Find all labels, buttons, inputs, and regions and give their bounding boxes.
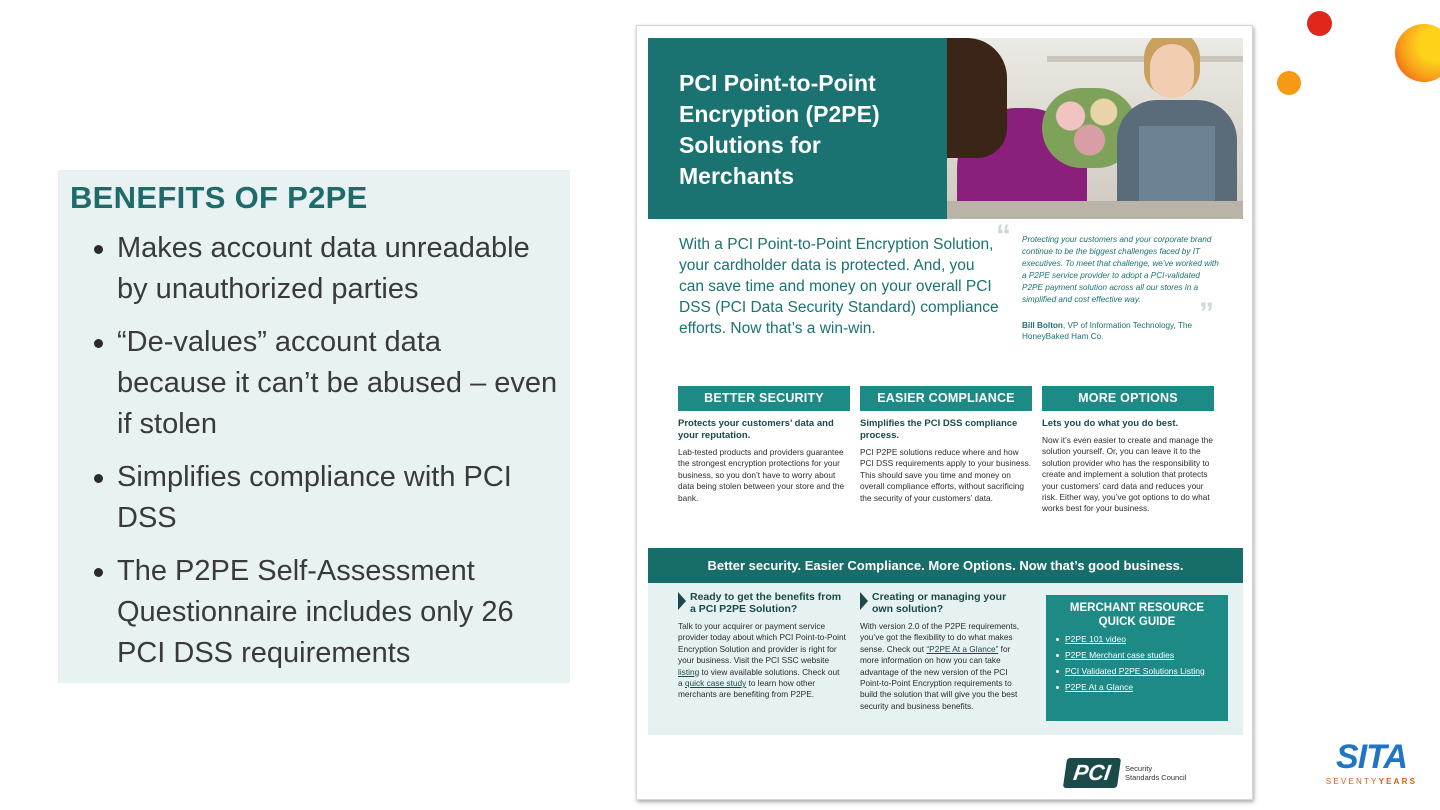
- quote-author-role: , VP of Information Technology, The Hone…: [1022, 321, 1193, 341]
- testimonial-quote: “ Protecting your customers and your cor…: [996, 221, 1222, 342]
- sita-tagline: SEVENTYYEARS: [1324, 777, 1419, 787]
- column-body: PCI P2PE solutions reduce where and how …: [860, 447, 1032, 503]
- flyer-hero: PCI Point-to-Point Encryption (P2PE) Sol…: [648, 38, 1243, 219]
- block-text: to learn how other merchants are benefit…: [678, 678, 815, 700]
- block-body: With version 2.0 of the P2PE requirement…: [860, 621, 1028, 712]
- pci-ssc-logo: PCI Security Standards Council: [1062, 756, 1193, 790]
- at-a-glance-link[interactable]: “P2PE At a Glance”: [926, 643, 999, 654]
- case-study-link[interactable]: quick case study: [684, 678, 747, 689]
- column-body: Lab-tested products and providers guaran…: [678, 447, 845, 503]
- column-subheading: Lets you do what you do best.: [1042, 418, 1179, 429]
- block-heading: Creating or managing your own solution?: [860, 591, 1028, 615]
- block-text: Talk to your acquirer or payment service…: [678, 621, 846, 666]
- pci-logo-line: Security: [1125, 764, 1153, 773]
- photo-counter: [947, 201, 1243, 219]
- merchant-photo: [947, 38, 1243, 219]
- photo-shelf: [1047, 56, 1243, 62]
- column-heading: EASIER COMPLIANCE: [860, 386, 1032, 411]
- benefits-panel: BENEFITS OF P2PE Makes account data unre…: [58, 170, 570, 683]
- ready-benefits-block: Ready to get the benefits from a PCI P2P…: [678, 591, 846, 701]
- benefits-title: BENEFITS OF P2PE: [70, 180, 368, 215]
- flyer-intro: With a PCI Point-to-Point Encryption Sol…: [679, 236, 999, 337]
- listing-link[interactable]: listing: [678, 666, 700, 677]
- resource-links: P2PE 101 video P2PE Merchant case studie…: [1056, 634, 1218, 693]
- decor-dot-gradient: [1395, 24, 1440, 82]
- merchant-resource-guide: MERCHANT RESOURCE QUICK GUIDE P2PE 101 v…: [1046, 595, 1228, 721]
- sita-tagline-seventy: SEVENTY: [1325, 777, 1379, 786]
- photo-clerk-head: [1150, 44, 1194, 98]
- block-heading: Ready to get the benefits from a PCI P2P…: [678, 591, 846, 615]
- flyer-banner: Better security. Easier Compliance. More…: [648, 548, 1243, 583]
- decor-dot-red: [1307, 11, 1332, 36]
- quote-author: Bill Bolton, VP of Information Technolog…: [1022, 320, 1222, 342]
- own-solution-block: Creating or managing your own solution? …: [860, 591, 1028, 712]
- column-heading: MORE OPTIONS: [1042, 386, 1214, 411]
- photo-customer-hair: [947, 38, 1007, 158]
- pci-logo-text: Security Standards Council: [1125, 764, 1186, 782]
- block-text: for more information on how you can take…: [860, 643, 1018, 711]
- decor-dot-orange: [1277, 71, 1301, 95]
- sita-logo: SITA SEVENTYYEARS: [1324, 740, 1419, 790]
- benefit-item: Simplifies compliance with PCI DSS: [92, 457, 558, 539]
- block-text: With version 2.0 of the P2PE requirement…: [860, 621, 1020, 654]
- column-heading: BETTER SECURITY: [678, 386, 850, 411]
- flyer-title: PCI Point-to-Point Encryption (P2PE) Sol…: [648, 38, 947, 219]
- sita-tagline-years: YEARS: [1378, 777, 1418, 786]
- pci-logo-mark: PCI: [1062, 758, 1122, 788]
- quote-open-icon: “: [996, 219, 1011, 252]
- benefit-item: “De-values” account data because it can’…: [92, 322, 558, 445]
- column-body: Now it’s even easier to create and manag…: [1042, 435, 1213, 514]
- column-more-options: MORE OPTIONS Lets you do what you do bes…: [1042, 386, 1214, 515]
- quote-close-icon: ”: [1199, 297, 1214, 330]
- resource-guide-title: MERCHANT RESOURCE QUICK GUIDE: [1069, 602, 1205, 628]
- block-body: Talk to your acquirer or payment service…: [678, 621, 846, 701]
- column-subheading: Simplifies the PCI DSS compliance proces…: [860, 418, 1018, 441]
- quote-author-name: Bill Bolton: [1022, 321, 1063, 330]
- resource-link[interactable]: P2PE 101 video: [1056, 634, 1218, 645]
- resource-link[interactable]: P2PE Merchant case studies: [1056, 650, 1218, 661]
- column-subheading: Protects your customers’ data and your r…: [678, 418, 834, 441]
- resource-link[interactable]: P2PE At a Glance: [1056, 682, 1218, 693]
- quote-text: Protecting your customers and your corpo…: [1022, 235, 1219, 304]
- sita-wordmark: SITA: [1336, 738, 1408, 776]
- benefit-item: Makes account data unreadable by unautho…: [92, 228, 558, 310]
- column-easier-compliance: EASIER COMPLIANCE Simplifies the PCI DSS…: [860, 386, 1032, 504]
- benefit-item: The P2PE Self-Assessment Questionnaire i…: [92, 551, 558, 674]
- column-better-security: BETTER SECURITY Protects your customers’…: [678, 386, 850, 504]
- pci-logo-line: Standards Council: [1125, 773, 1187, 782]
- flyer-bottom-section: Ready to get the benefits from a PCI P2P…: [648, 583, 1243, 735]
- resource-link[interactable]: PCI Validated P2PE Solutions Listing: [1056, 666, 1218, 677]
- block-text: to view available solutions. Check out a: [678, 666, 840, 689]
- p2pe-flyer: PCI Point-to-Point Encryption (P2PE) Sol…: [636, 25, 1253, 800]
- benefits-list: Makes account data unreadable by unautho…: [70, 228, 558, 674]
